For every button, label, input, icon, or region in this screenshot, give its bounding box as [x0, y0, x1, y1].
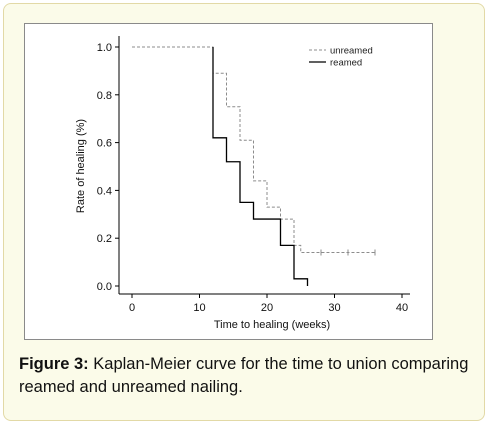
- y-tick-label: 0.6: [97, 138, 112, 150]
- x-tick-label: 20: [261, 302, 273, 314]
- legend-label-reamed: reamed: [330, 58, 362, 69]
- y-tick-label: 0.8: [97, 90, 112, 102]
- x-tick-label: 10: [193, 302, 205, 314]
- legend-label-unreamed: unreamed: [330, 46, 373, 57]
- figure-card: Figure 3: Kaplan-Meier curve for the tim…: [3, 3, 485, 421]
- x-tick-label: 30: [328, 302, 340, 314]
- chart-axes: 0.0 0.2 0.4 0.6 0.8 1.0 0 10 20 30 40: [97, 36, 410, 314]
- y-tick-label: 0.2: [97, 233, 112, 245]
- x-tick-label: 0: [129, 302, 135, 314]
- chart-curves: [132, 46, 376, 286]
- y-tick-label: 0.4: [97, 185, 112, 197]
- y-axis-label: Rate of healing (%): [75, 119, 87, 213]
- x-tick-label: 40: [396, 302, 408, 314]
- series-line-unreamed: [132, 46, 375, 254]
- figure-caption-text: Kaplan-Meier curve for the time to union…: [19, 355, 469, 396]
- x-axis-label: Time to healing (weeks): [214, 319, 330, 331]
- figure-label: Figure 3:: [19, 355, 89, 373]
- y-tick-label: 0.0: [97, 281, 112, 293]
- y-tick-label: 1.0: [97, 42, 112, 54]
- series-line-reamed: [212, 47, 309, 286]
- plot-frame: [24, 23, 433, 340]
- figure-caption: Figure 3: Kaplan-Meier curve for the tim…: [19, 353, 484, 399]
